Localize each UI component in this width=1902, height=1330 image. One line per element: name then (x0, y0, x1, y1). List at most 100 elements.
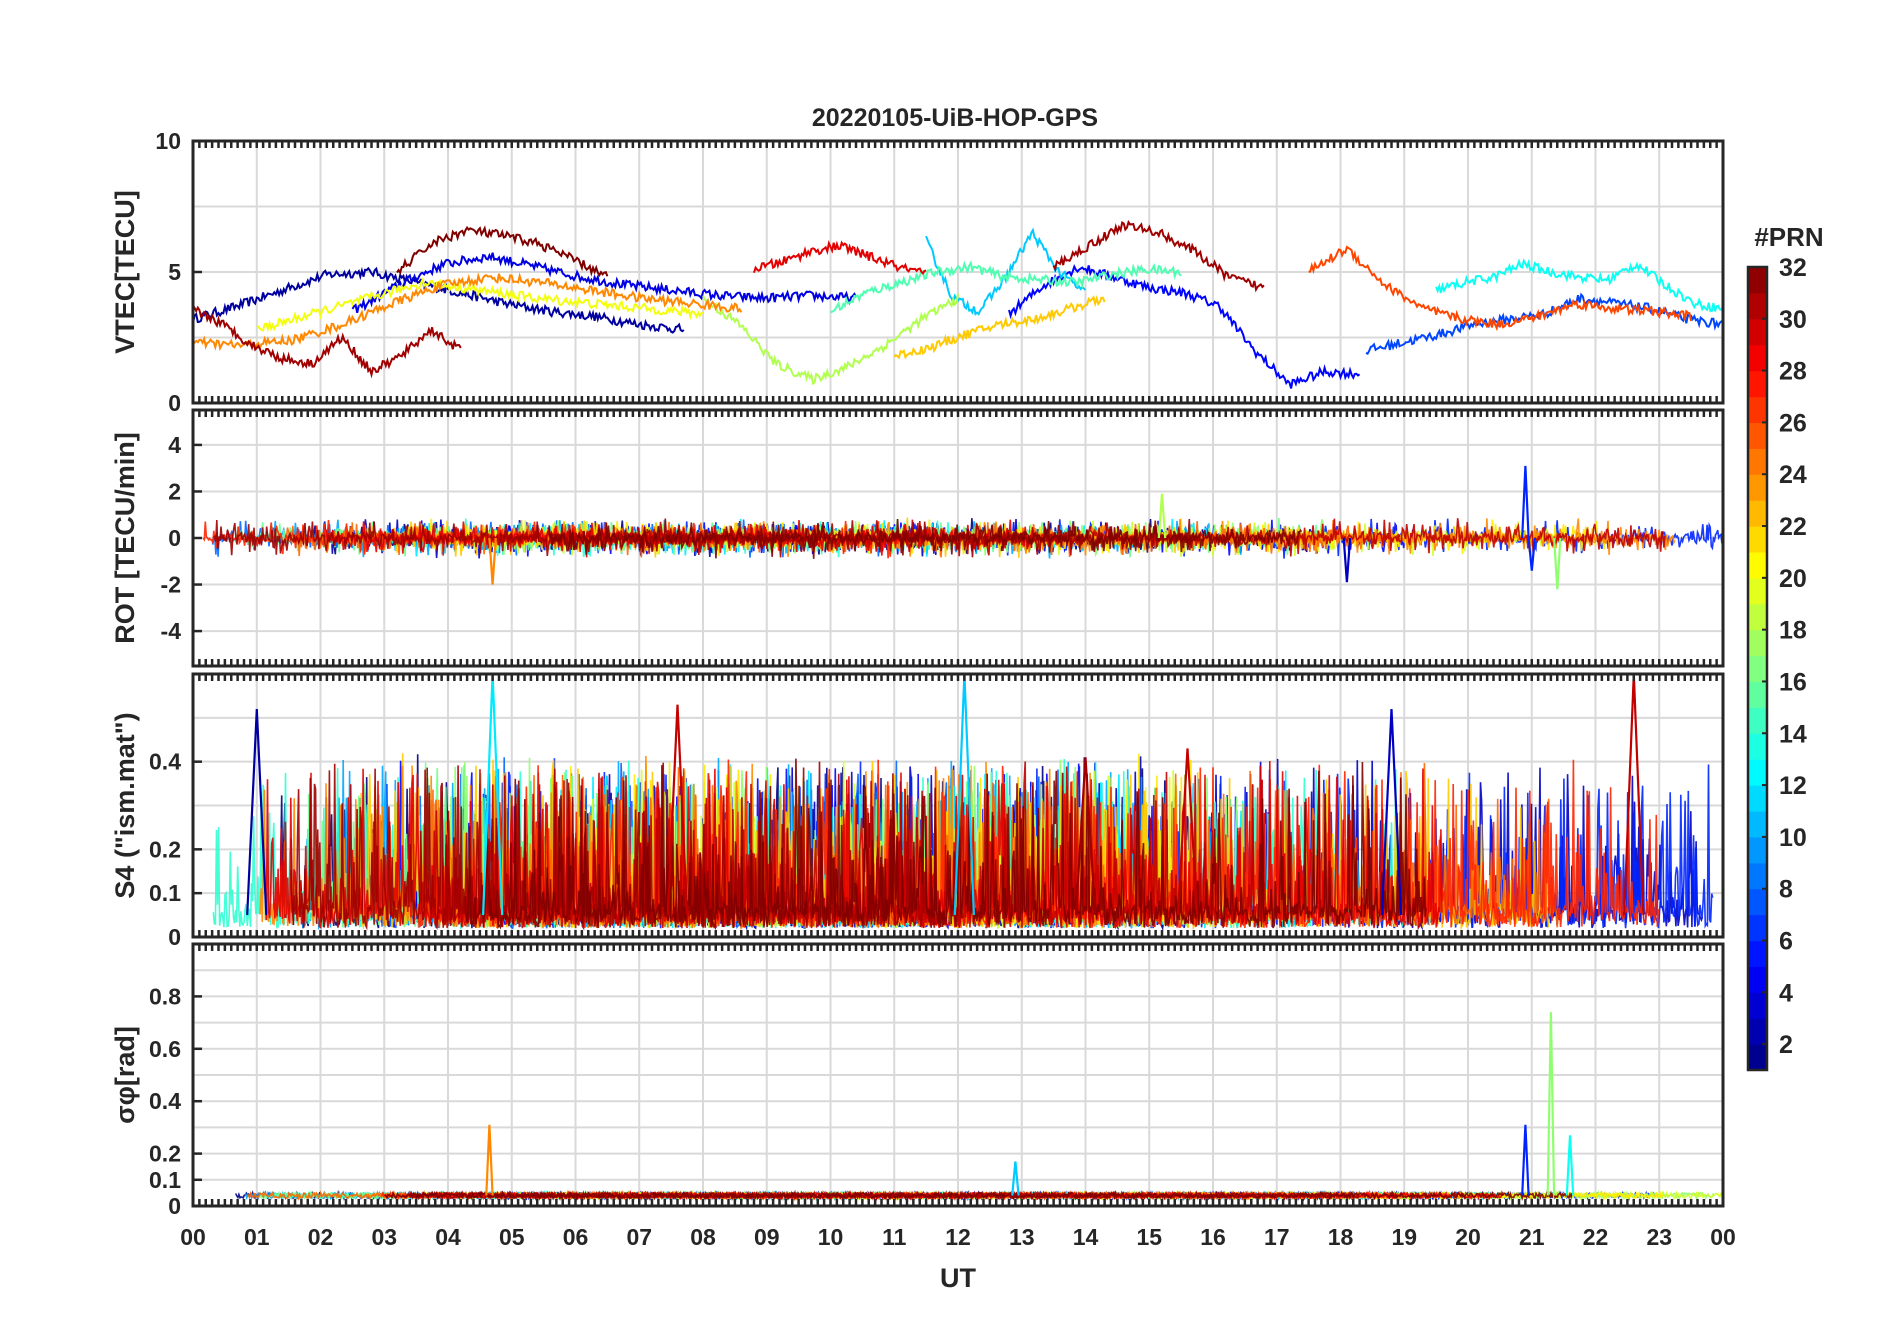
colorbar-tick-label: 22 (1779, 513, 1807, 541)
series-prn-5 (1008, 263, 1361, 389)
y-tick-label: 4 (168, 432, 181, 458)
colorbar-segment (1748, 836, 1767, 864)
colorbar-segment (1748, 629, 1767, 657)
x-axis-label: UT (940, 1263, 976, 1293)
peak-prn-11 (953, 674, 975, 916)
colorbar-segment (1748, 759, 1767, 786)
y-tick-label: 0 (168, 1193, 181, 1219)
x-minor-ticks (191, 944, 1725, 1206)
colorbar-segment (1748, 396, 1767, 424)
peak-prn-30 (666, 704, 689, 916)
x-tick-label: 04 (435, 1224, 461, 1250)
peak-prn-11 (1011, 1161, 1020, 1196)
colorbar-segment (1748, 914, 1767, 942)
colorbar-tick-label: 32 (1779, 254, 1807, 282)
colorbar-segment (1748, 292, 1767, 320)
x-axis-tick-labels: 00 01 02 03 04 05 06 07 08 09 10 11 12 13 14 15 16 17 18 19… (180, 1224, 1736, 1250)
colorbar-segment (1748, 577, 1767, 605)
colorbar-tick-label: 30 (1779, 306, 1807, 334)
x-tick-label: 10 (818, 1224, 844, 1250)
series-prn-32 (548, 519, 1303, 559)
series-prn-32 (396, 225, 609, 278)
peak-prn-2 (246, 709, 268, 916)
colorbar-tick-label: 12 (1779, 772, 1807, 800)
series-prn-31 (1052, 219, 1265, 293)
x-tick-label: 18 (1328, 1224, 1354, 1250)
rot-panel: -4 -2 0 2 4 ROT [TECU/min] (110, 408, 1725, 668)
y-axis-label: S4 ("ism.mat") (110, 712, 140, 898)
peak-prn-3 (1342, 537, 1352, 583)
y-tick-label: 10 (155, 128, 181, 154)
y-tick-label: 0 (168, 525, 181, 551)
y-tick-label: 0.1 (149, 880, 181, 906)
peak-prn-13 (1565, 1135, 1575, 1196)
series-group (212, 674, 1714, 932)
y-axis-label: VTEC[TECU] (110, 190, 140, 354)
x-tick-label: 15 (1136, 1224, 1162, 1250)
colorbar-tick-label: 2 (1779, 1031, 1793, 1059)
colorbar-segment (1748, 966, 1767, 993)
colorbar-segment (1748, 733, 1767, 760)
peak-prn-6 (1527, 537, 1536, 571)
s4-panel: 0 0.1 0.2 0.4 S4 ("ism.mat") (110, 672, 1725, 950)
series-prn-30 (425, 761, 1266, 929)
series-prn-29 (753, 240, 927, 276)
colorbar-segment (1748, 888, 1767, 916)
y-tick-label: 0.2 (149, 836, 181, 862)
colorbar-tick-label: 4 (1779, 979, 1793, 1007)
x-tick-label: 20 (1455, 1224, 1481, 1250)
colorbar-tick-label: 16 (1779, 668, 1807, 696)
x-tick-label: 16 (1200, 1224, 1226, 1250)
colorbar-segment (1748, 1044, 1767, 1071)
series-prn-24 (193, 272, 743, 352)
colorbar-tick-label: 18 (1779, 617, 1807, 645)
x-tick-label: 05 (499, 1224, 525, 1250)
y-tick-label: 0.4 (149, 749, 181, 775)
x-tick-label: 13 (1009, 1224, 1035, 1250)
y-tick-label: 2 (168, 478, 181, 504)
figure-title: 20220105-UiB-HOP-GPS (812, 104, 1098, 132)
peak-prn-17 (1546, 1012, 1556, 1196)
x-tick-label: 17 (1264, 1224, 1290, 1250)
x-tick-label: 14 (1073, 1224, 1099, 1250)
series-group (234, 1012, 1723, 1202)
series-group (202, 465, 1723, 590)
x-tick-label: 22 (1583, 1224, 1609, 1250)
x-tick-label: 00 (180, 1224, 206, 1250)
colorbar-segment (1748, 500, 1767, 527)
x-tick-label: 07 (626, 1224, 652, 1250)
colorbar-tick-label: 10 (1779, 824, 1807, 852)
x-minor-ticks (191, 141, 1725, 403)
series-prn-31 (290, 761, 938, 931)
vtec-panel: 0 5 10 VTEC[TECU] (110, 128, 1725, 416)
peak-prn-18 (1157, 493, 1167, 539)
colorbar-segment (1748, 862, 1767, 890)
series-group (193, 219, 1723, 389)
series-prn-18 (702, 293, 959, 386)
colorbar-tick-label: 14 (1779, 720, 1807, 748)
y-tick-label: 0.4 (149, 1088, 181, 1114)
colorbar-segment (1748, 992, 1767, 1019)
colorbar-segment (1748, 1018, 1767, 1045)
x-tick-label: 19 (1391, 1224, 1417, 1250)
y-tick-label: -4 (161, 618, 182, 644)
colorbar-segment (1748, 603, 1767, 631)
peak-prn-3 (1380, 709, 1403, 916)
colorbar-tick-label: 6 (1779, 927, 1793, 955)
colorbar-tick-label: 8 (1779, 876, 1793, 904)
x-tick-label: 11 (882, 1224, 907, 1250)
colorbar-segment (1748, 344, 1767, 372)
colorbar-segment (1748, 707, 1767, 734)
colorbar-label: #PRN (1754, 222, 1823, 252)
grid-lines (192, 943, 1724, 1207)
x-tick-label: 01 (244, 1224, 270, 1250)
y-axis-label: ROT [TECU/min] (110, 432, 140, 643)
colorbar-segment (1748, 526, 1767, 553)
sigma-phi-panel: 00.10.2 0.4 0.6 0.8 σφ[rad] (110, 942, 1725, 1219)
series-prn-2 (193, 266, 685, 334)
x-minor-ticks (191, 410, 1725, 666)
peak-prn-24 (485, 1124, 494, 1196)
series-prn-4 (351, 252, 857, 314)
peak-prn-30 (1176, 748, 1199, 916)
